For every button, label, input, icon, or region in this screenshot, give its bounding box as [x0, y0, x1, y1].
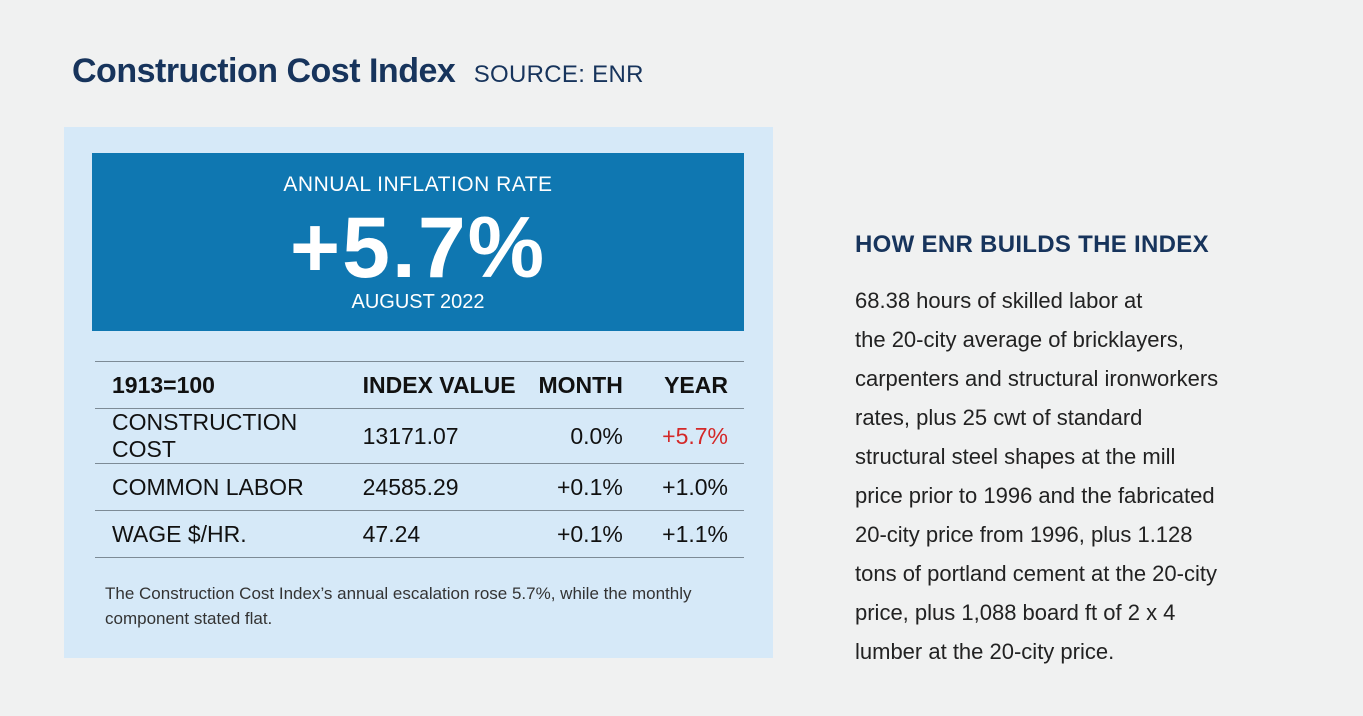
index-table: 1913=100 INDEX VALUE MONTH YEAR CONSTRUC… — [95, 361, 744, 558]
footnote: The Construction Cost Index’s annual esc… — [105, 584, 692, 628]
index-value: 13171.07 — [362, 422, 459, 449]
how-line: 20-city price from 1996, plus 1.128 — [855, 522, 1193, 547]
year-change: +1.0% — [662, 473, 728, 500]
how-line: the 20-city average of bricklayers, — [855, 327, 1184, 352]
month-change: +0.1% — [556, 473, 623, 500]
table-header-row: 1913=100 INDEX VALUE MONTH YEAR — [95, 361, 744, 409]
row-label: WAGE $/HR. — [112, 520, 247, 547]
how-line: carpenters and structural ironworkers — [855, 366, 1219, 391]
how-line: lumber at the 20-city price. — [855, 639, 1115, 664]
table-row: CONSTRUCTION COST 13171.07 0.0% +5.7% — [95, 409, 744, 464]
index-value: 47.24 — [362, 520, 421, 547]
col-header-year: YEAR — [664, 371, 728, 398]
how-section-body: 68.38 hours of skilled labor at the 20-c… — [855, 281, 1295, 671]
year-change: +1.1% — [662, 520, 728, 547]
page-title: Construction Cost Index — [72, 52, 456, 90]
how-line: tons of portland cement at the 20-city — [855, 561, 1217, 586]
how-line: price, plus 1,088 board ft of 2 x 4 — [855, 600, 1176, 625]
how-section-title: HOW ENR BUILDS THE INDEX — [855, 231, 1209, 258]
col-header-base: 1913=100 — [112, 371, 215, 398]
index-panel: ANNUAL INFLATION RATE +5.7% AUGUST 2022 … — [64, 127, 773, 658]
index-value: 24585.29 — [362, 473, 459, 500]
month-change: 0.0% — [570, 422, 623, 449]
row-label: CONSTRUCTION COST — [112, 409, 298, 462]
how-line: rates, plus 25 cwt of standard — [855, 405, 1143, 430]
month-change: +0.1% — [556, 520, 623, 547]
inflation-rate: +5.7% — [289, 200, 547, 296]
how-line: price prior to 1996 and the fabricated — [855, 483, 1215, 508]
inflation-banner: ANNUAL INFLATION RATE +5.7% AUGUST 2022 — [92, 153, 744, 331]
row-label: COMMON LABOR — [112, 473, 304, 500]
table-row: COMMON LABOR 24585.29 +0.1% +1.0% — [95, 464, 744, 511]
source-label: SOURCE: ENR — [473, 61, 644, 88]
how-line: structural steel shapes at the mill — [855, 444, 1176, 469]
col-header-index-value: INDEX VALUE — [362, 371, 516, 398]
col-header-month: MONTH — [538, 371, 623, 398]
banner-date: AUGUST 2022 — [351, 291, 485, 313]
how-line: 68.38 hours of skilled labor at — [855, 288, 1143, 313]
table-row: WAGE $/HR. 47.24 +0.1% +1.1% — [95, 511, 744, 558]
year-change: +5.7% — [662, 422, 728, 449]
page-header: Construction Cost Index SOURCE: ENR — [72, 52, 644, 91]
banner-label: ANNUAL INFLATION RATE — [283, 173, 553, 196]
